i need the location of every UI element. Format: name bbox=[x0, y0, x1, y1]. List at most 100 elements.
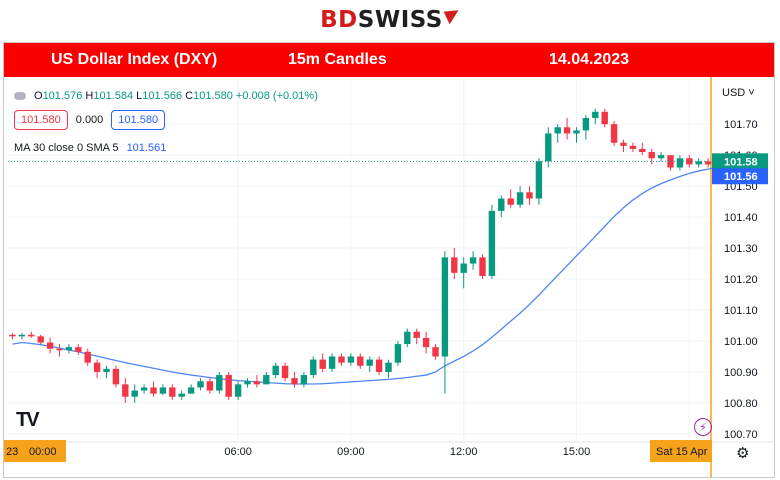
price-tick-label: 101.10 bbox=[724, 305, 758, 317]
ma-value: 101.561 bbox=[126, 142, 167, 154]
candle-body bbox=[413, 331, 420, 338]
candle-body bbox=[291, 378, 298, 385]
candle-body bbox=[131, 390, 138, 397]
candle-body bbox=[18, 334, 26, 337]
candle-body bbox=[357, 356, 364, 366]
open-label: O bbox=[34, 90, 43, 102]
tradingview-logo[interactable]: TV bbox=[16, 409, 40, 432]
change-value: +0.008 (+0.01%) bbox=[235, 90, 318, 102]
last-price-tag-text: 101.58 bbox=[724, 156, 758, 168]
candle-body bbox=[244, 381, 251, 385]
candle-body bbox=[197, 381, 204, 388]
candle-body bbox=[9, 334, 16, 337]
low-value: 101.566 bbox=[142, 90, 183, 102]
bdswiss-logo: BDSWISS bbox=[0, 0, 780, 40]
candle-body bbox=[150, 387, 157, 394]
candle-body bbox=[28, 334, 35, 337]
candle-body bbox=[300, 375, 308, 385]
ma-line bbox=[12, 166, 718, 385]
candle-body bbox=[601, 111, 608, 125]
candle-body bbox=[451, 257, 458, 273]
candle-body bbox=[507, 198, 514, 205]
candle-body bbox=[253, 381, 261, 385]
candle-body bbox=[84, 351, 91, 363]
candle-body bbox=[545, 133, 552, 162]
logo-arrow-icon bbox=[443, 5, 463, 25]
candle-body bbox=[554, 127, 561, 134]
last-price-tag bbox=[712, 153, 768, 170]
price-tick-label: 100.90 bbox=[724, 367, 758, 379]
header-bar: US Dollar Index (DXY) 15m Candles 14.04.… bbox=[4, 43, 774, 77]
ohlc-legend: O101.576 H101.584 L101.566 C101.580 +0.0… bbox=[14, 90, 318, 102]
candle-body bbox=[610, 124, 618, 143]
sell-price-box[interactable]: 101.580 bbox=[14, 110, 68, 130]
ma-label: MA 30 close 0 SMA 5 bbox=[14, 142, 119, 154]
price-tick-label: 100.80 bbox=[724, 398, 758, 410]
time-tick-label: 09:00 bbox=[337, 446, 365, 458]
candle-body bbox=[216, 375, 223, 391]
candle-body bbox=[676, 158, 684, 168]
candle-body bbox=[469, 257, 477, 264]
time-tick-label: 06:00 bbox=[224, 446, 252, 458]
candle-body bbox=[573, 130, 580, 134]
candle-body bbox=[159, 387, 167, 394]
time-end-tag bbox=[650, 440, 712, 462]
time-start-label: 00:00 bbox=[29, 446, 57, 458]
candle-body bbox=[404, 331, 411, 345]
candle-body bbox=[657, 155, 665, 159]
candle-body bbox=[441, 257, 449, 357]
candle-body bbox=[46, 342, 54, 349]
visibility-icon[interactable] bbox=[14, 92, 26, 101]
ma-price-tag-text: 101.56 bbox=[724, 171, 758, 183]
price-tick-label: 101.70 bbox=[724, 119, 758, 131]
time-tick-label: 15:00 bbox=[563, 446, 591, 458]
candle-body bbox=[328, 356, 336, 369]
candle-body bbox=[187, 387, 195, 394]
buy-price-box[interactable]: 101.580 bbox=[111, 110, 166, 130]
candle-body bbox=[498, 198, 505, 211]
chart-frame bbox=[3, 42, 775, 478]
candle-body bbox=[488, 210, 496, 276]
candle-body bbox=[516, 192, 524, 205]
candle-body bbox=[620, 142, 627, 146]
candle-body bbox=[319, 359, 326, 369]
candle-body bbox=[169, 387, 176, 397]
candle-body bbox=[103, 368, 110, 372]
candle-body bbox=[122, 384, 129, 397]
price-tick-label: 101.00 bbox=[724, 336, 758, 348]
candle-body bbox=[394, 344, 402, 363]
candle-body bbox=[310, 359, 317, 376]
candle-body bbox=[338, 356, 345, 363]
timeframe-title: 15m Candles bbox=[288, 51, 387, 68]
candle-body bbox=[93, 362, 101, 372]
tradingview-logo-text: TV bbox=[16, 409, 40, 431]
candle-body bbox=[526, 192, 533, 199]
candle-body bbox=[582, 117, 590, 131]
gear-icon[interactable]: ⚙ bbox=[736, 445, 750, 462]
candle-body bbox=[422, 337, 430, 348]
candle-body bbox=[385, 362, 392, 372]
candle-body bbox=[535, 161, 543, 199]
close-value: 101.580 bbox=[193, 90, 233, 102]
candlestick-chart[interactable]: 100.70 100.80 100.90 101.00 101.10 101.20 101.… bbox=[4, 77, 774, 477]
candle-body bbox=[479, 257, 486, 276]
candle-body bbox=[375, 359, 383, 372]
logo-bd: BD bbox=[320, 7, 358, 33]
candle-body bbox=[639, 148, 646, 153]
time-end-label: Sat 15 Apr bbox=[656, 446, 708, 458]
time-start-prefix: 23 bbox=[6, 446, 18, 458]
candle-body bbox=[65, 347, 73, 351]
time-start-tag bbox=[4, 440, 66, 462]
candle-body bbox=[592, 111, 599, 118]
price-tick-label: 100.70 bbox=[724, 429, 758, 441]
candle-body bbox=[281, 365, 289, 379]
lightning-icon[interactable]: ⚡ bbox=[694, 418, 712, 436]
candle-body bbox=[56, 348, 63, 351]
candle-body bbox=[667, 155, 674, 168]
candle-body bbox=[347, 356, 355, 363]
low-label: L bbox=[136, 90, 143, 102]
price-tick-label: 101.30 bbox=[724, 243, 758, 255]
candle-body bbox=[178, 393, 185, 397]
candle-body bbox=[206, 381, 214, 391]
candle-body bbox=[563, 127, 571, 134]
